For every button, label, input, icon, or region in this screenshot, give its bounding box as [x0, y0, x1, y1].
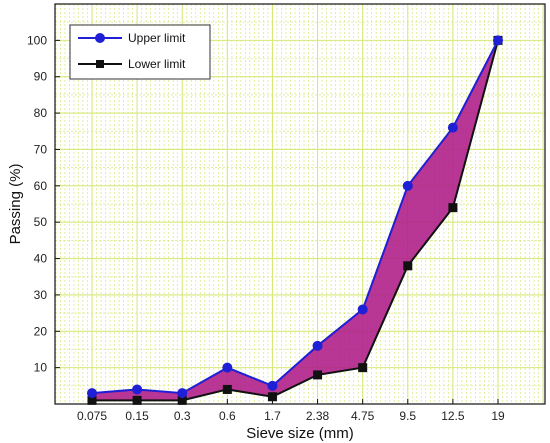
y-tick-label: 20 [34, 324, 48, 338]
x-axis-ticks: 0.075 0.15 0.3 0.6 1.7 2.38 4.75 9.5 12.5 19 [77, 399, 505, 423]
data-point-upper [402, 180, 413, 191]
series-line-upper [91, 39, 499, 395]
x-tick-label: 0.15 [125, 409, 149, 423]
y-tick-label: 40 [34, 252, 48, 266]
x-tick-label: 0.3 [174, 409, 191, 423]
y-axis-ticks: 10 20 30 40 50 60 70 80 90 100 [27, 33, 60, 375]
data-point-upper [132, 384, 143, 395]
y-tick-label: 70 [34, 142, 48, 156]
data-point-upper [493, 35, 503, 46]
grid [55, 4, 545, 404]
data-point-upper [447, 122, 458, 133]
x-tick-label: 12.5 [441, 409, 465, 423]
legend: Upper limit Lower limit [69, 24, 211, 80]
data-point-upper [312, 340, 323, 351]
y-tick-label: 100 [27, 33, 47, 47]
series-layer [87, 35, 503, 405]
legend-label-upper: Upper limit [128, 31, 186, 45]
x-axis-title: Sieve size (mm) [246, 425, 354, 442]
y-tick-label: 10 [34, 361, 48, 375]
legend-label-lower: Lower limit [128, 57, 186, 71]
series-line-lower [92, 40, 499, 402]
y-tick-label: 50 [34, 215, 48, 229]
legend-box [69, 24, 211, 80]
y-axis-title: Passing (%) [7, 164, 24, 245]
data-point-upper [177, 388, 188, 399]
data-point-lower [358, 363, 368, 373]
x-tick-label: 0.075 [77, 409, 107, 423]
x-tick-label: 4.75 [351, 409, 375, 423]
data-point-lower [313, 370, 323, 380]
x-tick-label: 0.6 [219, 409, 236, 423]
x-tick-label: 19 [491, 409, 505, 423]
y-tick-label: 60 [34, 179, 48, 193]
plot-frame [54, 3, 546, 405]
data-point-upper [87, 388, 97, 399]
data-point-upper [267, 380, 278, 391]
legend-marker-lower [96, 60, 104, 68]
x-tick-label: 2.38 [306, 409, 330, 423]
legend-marker-upper [95, 33, 105, 43]
data-point-lower [222, 384, 232, 394]
data-point-upper [357, 304, 368, 315]
y-tick-label: 80 [34, 106, 48, 120]
range-band [92, 40, 498, 401]
x-tick-label: 9.5 [399, 409, 416, 423]
y-tick-label: 90 [34, 70, 48, 84]
x-tick-label: 1.7 [264, 409, 281, 423]
y-tick-label: 30 [34, 288, 48, 302]
data-point-lower [267, 392, 277, 402]
data-point-lower [448, 203, 458, 213]
data-point-lower [403, 261, 413, 271]
data-point-upper [222, 362, 233, 373]
